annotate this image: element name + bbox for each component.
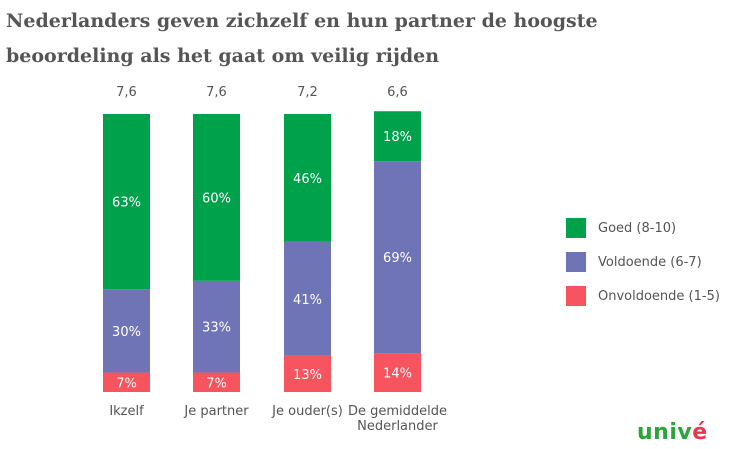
data-label-onvoldoende: 14% <box>383 367 412 382</box>
unive-logo: univé <box>637 420 708 445</box>
score-label: 7,2 <box>297 85 318 100</box>
bar-segment-voldoende <box>284 241 331 356</box>
bar-segment-onvoldoende <box>284 355 331 392</box>
legend: Goed (8-10) Voldoende (6-7) Onvoldoende … <box>566 216 720 318</box>
bar-segment-onvoldoende <box>103 372 150 392</box>
category-label: Nederlander <box>357 419 438 434</box>
bar-segment-voldoende <box>374 161 421 354</box>
chart-title: Nederlanders geven zichzelf en hun partn… <box>6 4 706 74</box>
data-label-goed: 18% <box>383 130 412 145</box>
data-label-voldoende: 33% <box>202 321 231 336</box>
bar-segment-onvoldoende <box>374 353 421 392</box>
legend-label-onvoldoende: Onvoldoende (1-5) <box>598 288 720 304</box>
chart-title-line-1: Nederlanders geven zichzelf en hun partn… <box>6 10 598 32</box>
bar-segment-goed <box>284 114 331 242</box>
score-label: 6,6 <box>387 85 408 100</box>
legend-item-onvoldoende: Onvoldoende (1-5) <box>566 284 720 308</box>
bar-segment-voldoende <box>103 289 150 373</box>
legend-swatch-onvoldoende <box>566 286 586 306</box>
data-label-onvoldoende: 7% <box>116 376 137 391</box>
category-label: De gemiddelde <box>348 404 447 419</box>
legend-swatch-voldoende <box>566 252 586 272</box>
legend-item-voldoende: Voldoende (6-7) <box>566 250 720 274</box>
data-label-onvoldoende: 7% <box>206 376 227 391</box>
data-label-goed: 63% <box>112 196 141 211</box>
bar-segment-goed <box>374 111 421 162</box>
bar-segment-goed <box>193 114 240 281</box>
data-label-voldoende: 69% <box>383 251 412 266</box>
data-label-voldoende: 30% <box>112 325 141 340</box>
bar-segment-voldoende <box>193 280 240 373</box>
data-label-voldoende: 41% <box>293 293 322 308</box>
logo-accent: é <box>692 420 708 445</box>
category-label: Ikzelf <box>109 404 144 419</box>
bar-segment-goed <box>103 114 150 290</box>
data-label-goed: 46% <box>293 172 322 187</box>
legend-label-voldoende: Voldoende (6-7) <box>598 254 702 270</box>
score-label: 7,6 <box>116 85 137 100</box>
legend-item-goed: Goed (8-10) <box>566 216 720 240</box>
score-label: 7,6 <box>206 85 227 100</box>
data-label-goed: 60% <box>202 191 231 206</box>
logo-text: univ <box>637 420 693 445</box>
category-label: Je ouder(s) <box>271 404 343 419</box>
legend-swatch-goed <box>566 218 586 238</box>
bar-segment-onvoldoende <box>193 372 240 392</box>
legend-label-goed: Goed (8-10) <box>598 220 677 236</box>
chart-title-line-2: beoordeling als het gaat om veilig rijde… <box>6 45 440 67</box>
category-label: Je partner <box>183 404 249 419</box>
data-label-onvoldoende: 13% <box>293 368 322 383</box>
